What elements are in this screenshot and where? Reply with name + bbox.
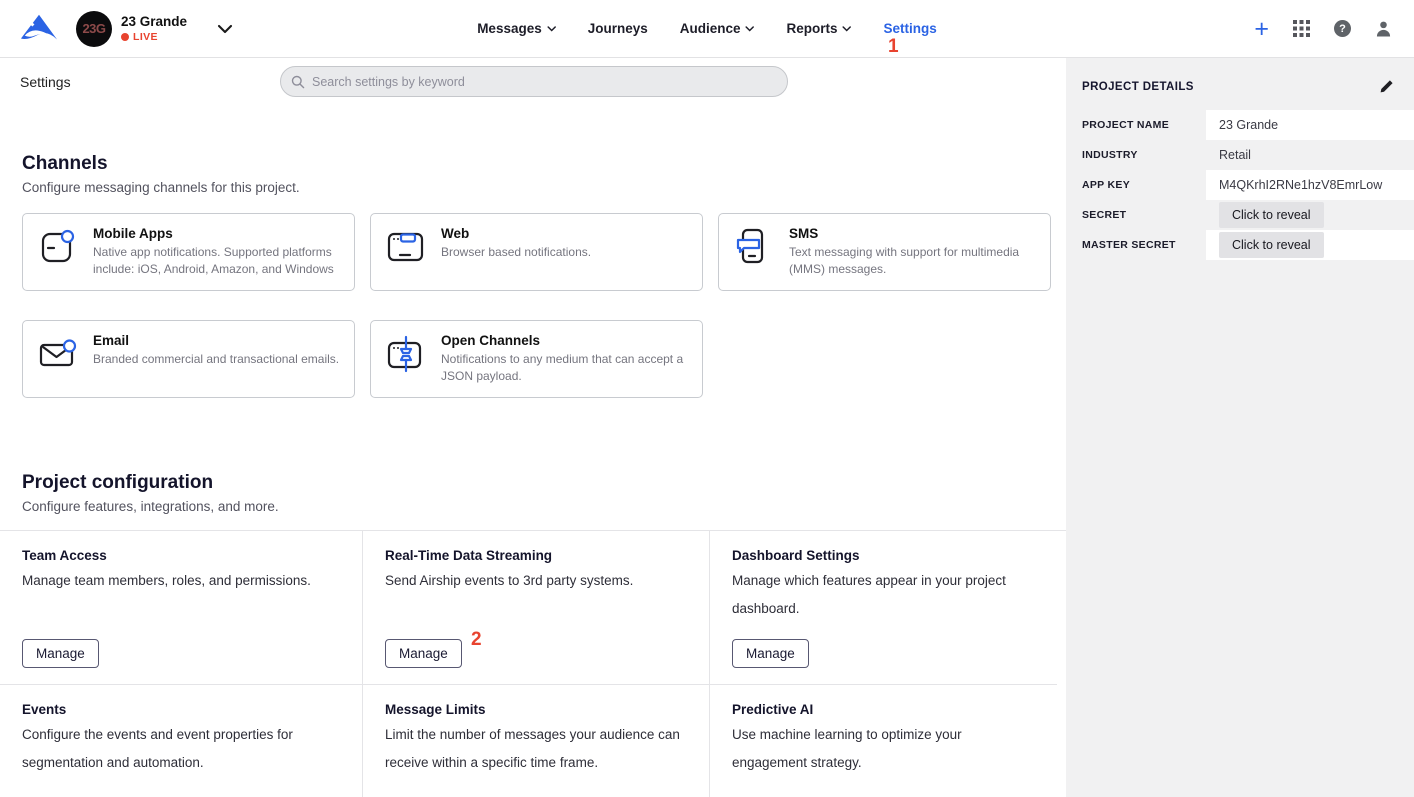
config-card-team-access: Team Access Manage team members, roles, … xyxy=(0,531,363,685)
nav-reports[interactable]: Reports xyxy=(787,21,852,36)
channels-section: Channels Configure messaging channels fo… xyxy=(0,97,1066,398)
annotation-step-2: 2 xyxy=(471,629,482,651)
nav-audience[interactable]: Audience xyxy=(680,21,755,36)
project-detail-row-master-secret: MASTER SECRET Click to reveal xyxy=(1066,230,1414,260)
chevron-down-icon xyxy=(547,26,556,32)
manage-button-dashboard-settings[interactable]: Manage xyxy=(732,639,809,668)
project-configuration-grid: Team Access Manage team members, roles, … xyxy=(0,530,1066,797)
secret-value: Click to reveal xyxy=(1206,200,1414,230)
email-icon xyxy=(39,333,77,386)
master-secret-value: Click to reveal xyxy=(1206,230,1414,260)
config-card-predictive-ai: Predictive AI Use machine learning to op… xyxy=(710,685,1057,797)
mobile-apps-icon xyxy=(39,226,77,279)
project-chevron-down-icon[interactable] xyxy=(217,24,233,34)
project-details-heading: PROJECT DETAILS xyxy=(1082,81,1194,93)
manage-button-real-time-data-streaming[interactable]: Manage xyxy=(385,639,462,668)
project-detail-row-industry: INDUSTRY Retail xyxy=(1066,140,1414,170)
project-configuration-subheading: Configure features, integrations, and mo… xyxy=(22,499,1048,514)
channels-heading: Channels xyxy=(22,153,1048,175)
nav-settings[interactable]: Settings xyxy=(884,21,937,36)
chevron-down-icon xyxy=(746,26,755,32)
channel-card-mobile-apps[interactable]: Mobile Apps Native app notifications. Su… xyxy=(22,213,355,291)
channel-card-open-channels[interactable]: Open Channels Notifications to any mediu… xyxy=(370,320,703,398)
web-icon xyxy=(387,226,425,279)
app-key-value: M4QKrhI2RNe1hzV8EmrLow xyxy=(1206,170,1414,200)
app-grid-icon[interactable] xyxy=(1293,20,1310,37)
nav-messages[interactable]: Messages xyxy=(477,21,556,36)
project-detail-row-app-key: APP KEY M4QKrhI2RNe1hzV8EmrLow xyxy=(1066,170,1414,200)
master-secret-reveal-button[interactable]: Click to reveal xyxy=(1219,232,1324,258)
channel-card-email[interactable]: Email Branded commercial and transaction… xyxy=(22,320,355,398)
open-channels-icon xyxy=(387,333,425,386)
industry-value: Retail xyxy=(1206,140,1414,170)
page-title: Settings xyxy=(0,74,280,90)
project-switcher[interactable]: 23 Grande LIVE xyxy=(121,14,187,43)
help-icon[interactable]: ? xyxy=(1334,20,1351,37)
config-card-real-time-data-streaming: Real-Time Data Streaming Send Airship ev… xyxy=(363,531,710,685)
user-account-icon[interactable] xyxy=(1375,20,1392,37)
project-avatar[interactable]: 23G xyxy=(76,11,112,47)
config-card-events: Events Configure the events and event pr… xyxy=(0,685,363,797)
project-configuration-heading: Project configuration xyxy=(22,472,1048,494)
project-configuration-section: Project configuration Configure features… xyxy=(0,472,1066,797)
annotation-step-1: 1 xyxy=(888,36,899,58)
edit-pencil-icon[interactable] xyxy=(1379,79,1394,94)
project-name: 23 Grande xyxy=(121,14,187,29)
config-card-dashboard-settings: Dashboard Settings Manage which features… xyxy=(710,531,1057,685)
airship-logo-icon[interactable] xyxy=(20,13,58,45)
main-nav: Messages Journeys Audience Reports Setti… xyxy=(477,21,937,36)
nav-journeys[interactable]: Journeys xyxy=(588,21,648,36)
channel-cards: Mobile Apps Native app notifications. Su… xyxy=(22,213,1048,398)
create-plus-icon[interactable]: + xyxy=(1254,19,1269,39)
project-detail-row-project-name: PROJECT NAME 23 Grande xyxy=(1066,110,1414,140)
live-dot-icon xyxy=(121,33,129,41)
project-name-value: 23 Grande xyxy=(1206,110,1414,140)
channels-subheading: Configure messaging channels for this pr… xyxy=(22,180,1048,195)
live-status-badge: LIVE xyxy=(121,31,187,43)
channel-card-web[interactable]: Web Browser based notifications. xyxy=(370,213,703,291)
channel-card-sms[interactable]: SMS Text messaging with support for mult… xyxy=(718,213,1051,291)
config-card-message-limits: Message Limits Limit the number of messa… xyxy=(363,685,710,797)
sms-icon xyxy=(735,226,773,279)
project-details-panel: PROJECT DETAILS PROJECT NAME 23 Grande I… xyxy=(1066,58,1414,797)
top-navigation-bar: 23G 23 Grande LIVE Messages Journeys Aud… xyxy=(0,0,1414,58)
settings-search[interactable] xyxy=(280,66,788,97)
topbar-actions: + ? xyxy=(1254,19,1392,39)
settings-content: Settings Channels Configure messaging ch… xyxy=(0,58,1066,797)
search-icon xyxy=(291,75,305,89)
manage-button-team-access[interactable]: Manage xyxy=(22,639,99,668)
search-input[interactable] xyxy=(312,75,777,89)
project-detail-row-secret: SECRET Click to reveal xyxy=(1066,200,1414,230)
secret-reveal-button[interactable]: Click to reveal xyxy=(1219,202,1324,228)
chevron-down-icon xyxy=(843,26,852,32)
